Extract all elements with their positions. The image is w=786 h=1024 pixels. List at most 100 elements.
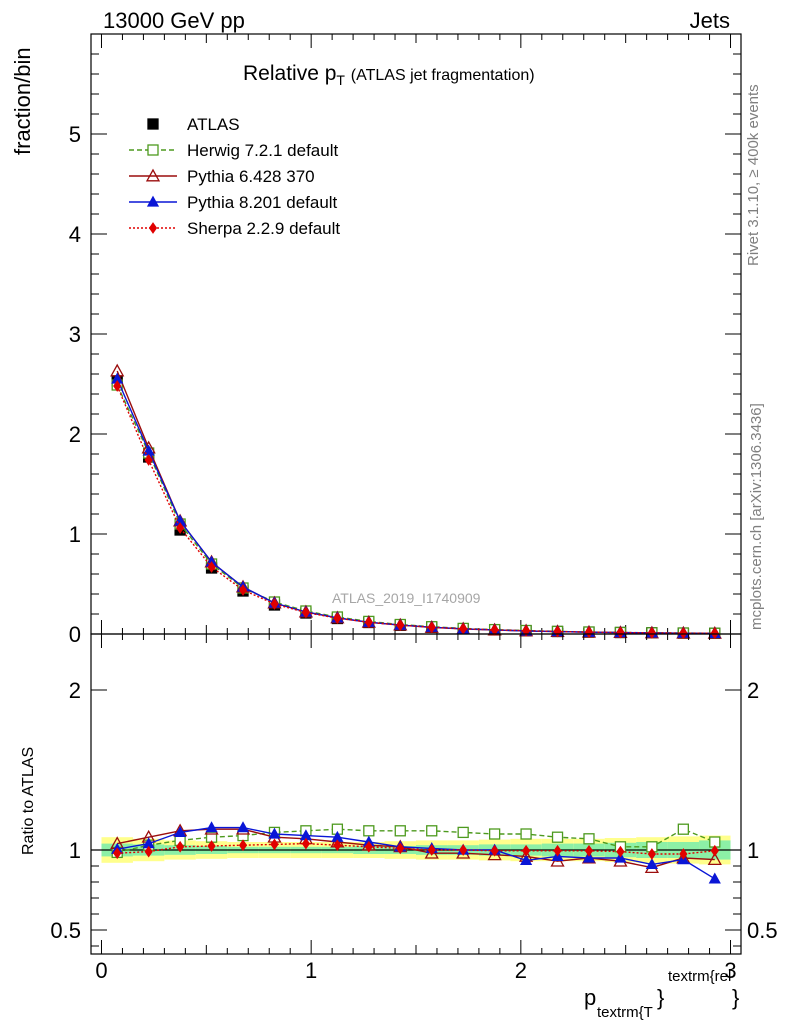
series-line (116, 385, 715, 634)
legend-item: Pythia 6.428 370 (129, 167, 315, 186)
chart-title-rest: (ATLAS jet fragmentation) (350, 67, 535, 84)
data-point (364, 616, 373, 629)
chart-title: Relative pT (ATLAS jet fragmentation) (243, 62, 535, 88)
header-right: Jets (689, 8, 730, 33)
analysis-watermark: ATLAS_2019_I1740909 (332, 590, 481, 606)
x-tick-label: 2 (515, 958, 527, 983)
ratio-point (238, 839, 248, 852)
ratio-line (117, 826, 716, 880)
x-axis-brace-1: } (657, 985, 665, 1010)
legend-item: Pythia 8.201 default (129, 193, 338, 212)
data-point (616, 626, 625, 639)
ratio-point (553, 844, 562, 857)
main-panel: 0 1 2 3 4 5 ATLAS Herwig 7.2.1 default Pythia 6.… (69, 33, 742, 647)
legend-label: Pythia 6.428 370 (187, 167, 315, 186)
ratio-point (614, 851, 627, 863)
x-tick-label: 0 (95, 958, 107, 983)
x-axis-brace-2: } (732, 985, 740, 1010)
ratio-point (583, 833, 595, 845)
y-tick-label: 2 (69, 422, 81, 447)
ratio-point (176, 840, 185, 853)
legend-marker (145, 168, 161, 182)
ratio-point (270, 838, 279, 851)
data-point (333, 612, 342, 625)
data-point (521, 624, 531, 637)
ratio-point (582, 851, 596, 863)
data-point (427, 621, 436, 634)
data-point (113, 380, 122, 392)
ratio-point (490, 844, 499, 857)
ratio-point (113, 847, 122, 860)
ratio-point (679, 848, 688, 860)
chart-title-main: Relative p (243, 62, 337, 85)
data-point (710, 627, 719, 640)
ratio-point (710, 844, 719, 857)
y-tick-label-right: 2 (747, 678, 759, 703)
series-sherpa-2-2-9-default (113, 380, 719, 640)
ratio-point (707, 852, 722, 866)
ratio-point (519, 854, 533, 866)
ratio-point (301, 837, 311, 850)
ratio-point (268, 827, 281, 839)
legend-item: Herwig 7.2.1 default (129, 141, 338, 160)
ratio-point (616, 845, 625, 858)
ratio-point (205, 821, 218, 833)
rivet-label: Rivet 3.1.10, ≥ 400k events (745, 84, 762, 266)
ratio-point (521, 844, 531, 857)
ratio-point (520, 828, 532, 840)
data-point (490, 624, 499, 636)
ratio-panel: 0.5 0.5 1 1 2 2 0 1 2 3 (50, 633, 778, 983)
legend-item: Sherpa 2.2.9 default (129, 219, 340, 238)
x-axis-label-main: p (584, 985, 597, 1010)
ratio-point (647, 848, 656, 860)
y-tick-label: 1 (69, 522, 81, 547)
legend-marker (148, 222, 158, 234)
y-tick-label: 5 (69, 122, 81, 147)
y-tick-label: 0 (69, 622, 81, 647)
data-point (679, 627, 688, 639)
ratio-point (426, 825, 438, 837)
legend-marker (146, 195, 160, 207)
chart-title-sub: T (336, 72, 345, 89)
ratio-point (144, 845, 153, 858)
ratio-point (551, 831, 564, 843)
x-tick-label: 1 (305, 958, 317, 983)
ratio-point (584, 844, 594, 857)
legend-label: Sherpa 2.2.9 default (187, 219, 340, 238)
ratio-point (333, 839, 342, 852)
ratio-point (645, 858, 658, 870)
y-tick-label: 3 (69, 322, 81, 347)
y-tick-label-right: 1 (747, 838, 759, 863)
x-tick-label: 3 (724, 958, 736, 983)
ratio-point (174, 826, 187, 838)
legend: ATLAS Herwig 7.2.1 default Pythia 6.428 37… (129, 115, 340, 238)
data-point (647, 626, 656, 639)
data-point (238, 584, 248, 596)
y-tick-label: 0.5 (50, 918, 81, 943)
header-left: 13000 GeV pp (103, 8, 245, 33)
data-point (301, 606, 311, 619)
y-tick-label: 1 (69, 838, 81, 863)
ratio-axis-label: Ratio to ATLAS (20, 746, 37, 855)
data-point (270, 598, 279, 610)
data-point (176, 522, 185, 534)
legend-label: Pythia 8.201 default (187, 193, 338, 212)
ratio-point (364, 840, 373, 853)
legend-item: ATLAS (147, 115, 240, 134)
ratio-line (117, 828, 715, 869)
ratio-point (363, 825, 375, 837)
legend-marker (147, 144, 159, 156)
ratio-point (394, 825, 406, 837)
ratio-point (207, 840, 216, 852)
x-axis-label-sub: textrm{T (597, 1004, 653, 1021)
ratio-point (459, 844, 468, 856)
x-axis-label-sup: textrm{rel (668, 968, 732, 985)
mcplots-label: mcplots.cern.ch [arXiv:1306.3436] (748, 403, 765, 630)
ratio-line (117, 842, 715, 855)
ratio-point (427, 844, 436, 856)
data-point (207, 561, 216, 573)
y-tick-label-right: 0.5 (747, 918, 778, 943)
y-tick-label: 2 (69, 678, 81, 703)
ratio-point (708, 872, 721, 884)
